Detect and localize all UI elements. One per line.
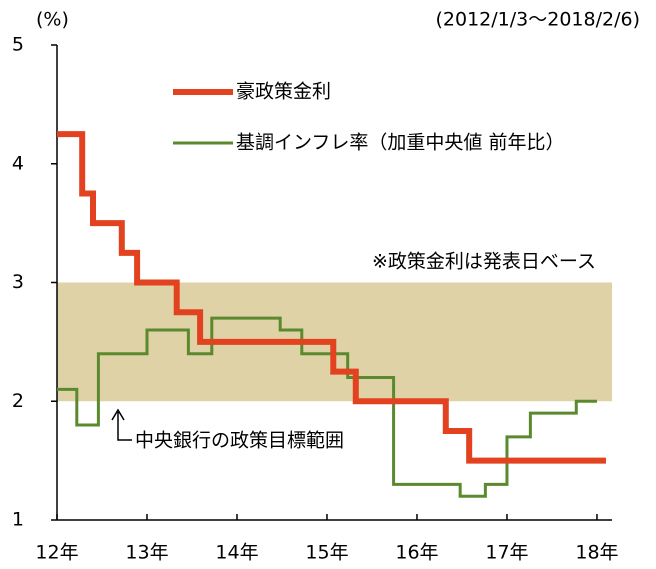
y-tick-label: 2 (12, 390, 24, 412)
y-tick-label: 5 (12, 34, 24, 56)
x-tick-label: 16年 (395, 542, 438, 564)
x-tick-label: 13年 (125, 542, 168, 564)
x-tick-label: 14年 (215, 542, 258, 564)
note: ※政策金利は発表日ベース (372, 251, 596, 273)
x-tick-label: 18年 (575, 542, 618, 564)
period-label: (2012/1/3～2018/2/6) (436, 9, 641, 31)
y-tick-label: 1 (12, 509, 24, 531)
band-label: 中央銀行の政策目標範囲 (135, 430, 344, 452)
band-arrow (111, 408, 132, 441)
x-tick-label: 15年 (305, 542, 348, 564)
y-tick-label: 3 (12, 271, 24, 293)
x-tick-label: 12年 (35, 542, 78, 564)
series-line (57, 316, 597, 498)
y-tick-label: 4 (12, 152, 24, 174)
legend-label: 基調インフレ率（加重中央値 前年比） (236, 132, 564, 154)
legend-label: 豪政策金利 (236, 81, 331, 103)
unit-label: (%) (36, 9, 69, 31)
x-tick-label: 17年 (485, 542, 528, 564)
series-line (57, 131, 606, 464)
